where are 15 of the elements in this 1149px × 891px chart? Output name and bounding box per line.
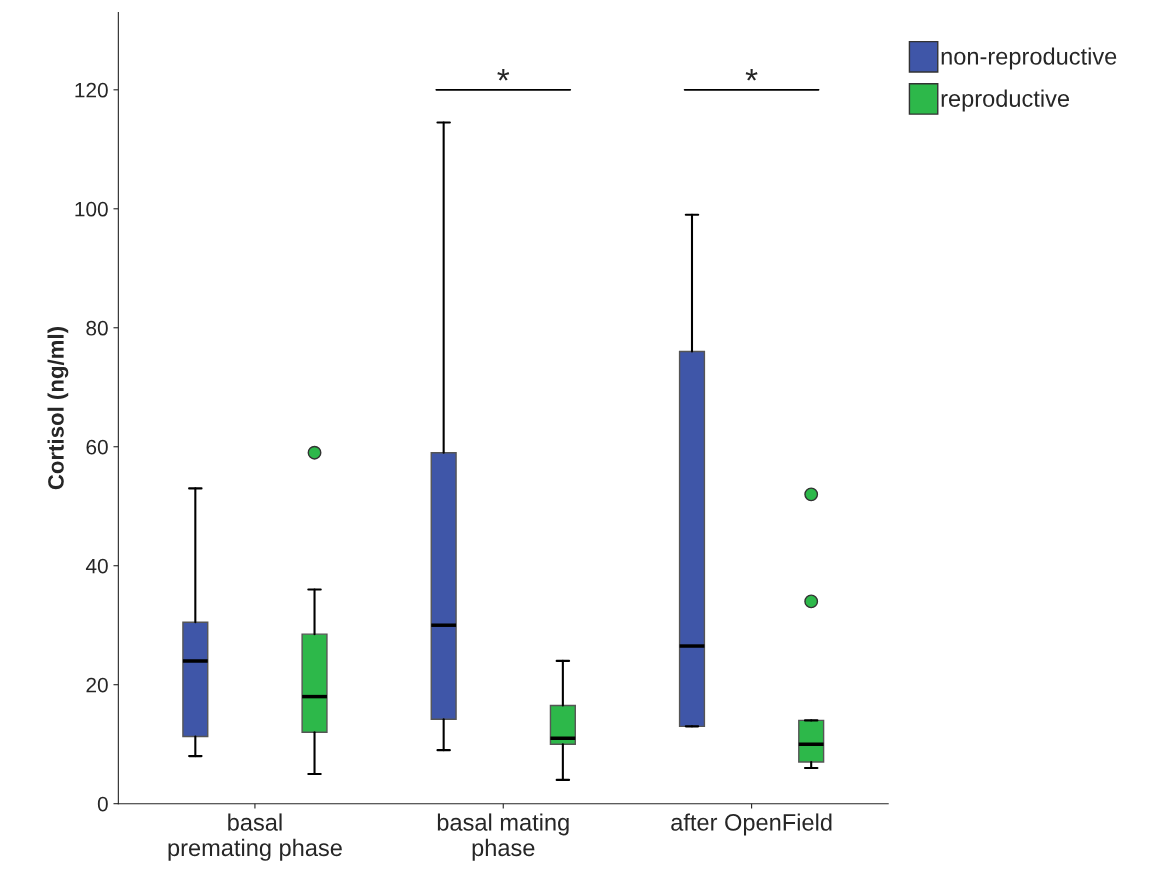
annotation: * bbox=[745, 68, 758, 81]
legend-label: non-reproductive bbox=[941, 47, 1117, 70]
y-tick-label: 60 bbox=[86, 439, 108, 455]
legend-label: reproductive bbox=[941, 89, 1069, 112]
y-tick-label: 120 bbox=[75, 82, 108, 98]
y-tick-label: 100 bbox=[75, 201, 108, 217]
y-axis-title: Cortisol (ng/ml) bbox=[47, 327, 69, 490]
y-tick-label: 40 bbox=[85, 558, 108, 574]
x-tick-label: basal premating phase bbox=[168, 813, 342, 861]
annotation: * bbox=[497, 68, 510, 81]
y-tick-label: 80 bbox=[86, 320, 108, 336]
x-tick-label: after OpenField bbox=[671, 813, 832, 836]
y-tick-label: 0 bbox=[97, 796, 108, 812]
x-tick-label: basal mating phase bbox=[437, 813, 569, 861]
y-tick-label: 20 bbox=[86, 677, 108, 693]
